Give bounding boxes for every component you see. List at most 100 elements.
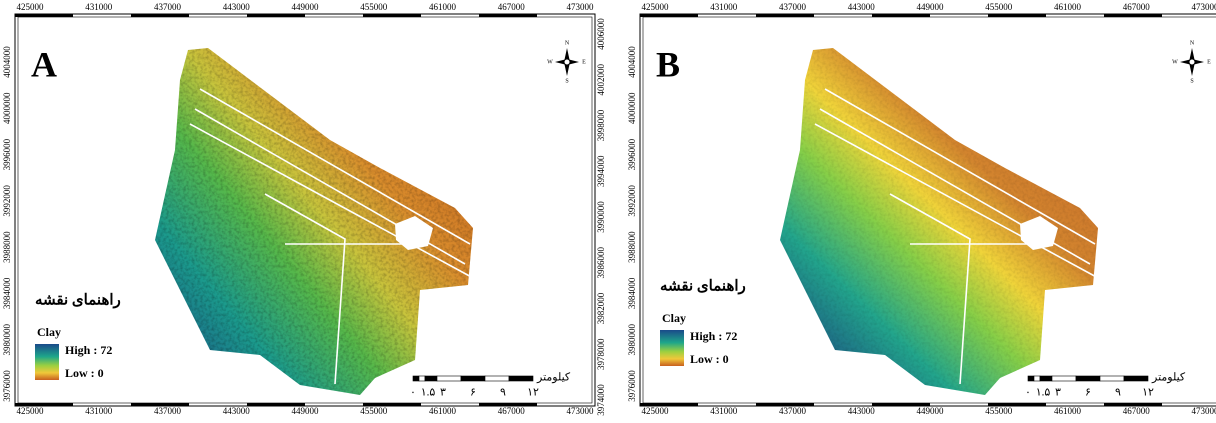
scale-unit: کیلومتر: [536, 372, 571, 384]
x-tick-label: 449000: [917, 2, 945, 12]
x-tick-label: 455000: [985, 406, 1013, 416]
scale-bar-segment: [1075, 375, 1101, 382]
y-tick-label: 3992000: [627, 185, 637, 217]
x-tick-label: 437000: [154, 406, 182, 416]
x-tick-label: 443000: [223, 406, 251, 416]
legend-low: Low : 0: [690, 352, 729, 366]
road: [189, 123, 476, 280]
frame-segment: [247, 403, 305, 406]
north-arrow: N S E W: [1172, 40, 1211, 84]
y-tick-label: 3990000: [596, 201, 606, 233]
scale-label: ۶: [470, 387, 476, 399]
road: [199, 88, 471, 245]
scale-bar-segment: [1027, 375, 1035, 382]
y-tick-label: 3988000: [2, 231, 12, 263]
scale-label: ۱.۵: [421, 387, 436, 399]
legend-title: راهنمای نقشه: [35, 292, 121, 308]
legend-title: راهنمای نقشه: [660, 278, 746, 294]
x-tick-label: 461000: [429, 406, 457, 416]
panel-label: A: [31, 44, 57, 84]
frame-segment: [131, 14, 189, 17]
x-tick-label: 443000: [223, 2, 251, 12]
scale-label: ۱.۵: [1036, 387, 1051, 399]
y-tick-label: 3996000: [627, 138, 637, 170]
x-tick-label: 455000: [985, 2, 1013, 12]
x-tick-label: 443000: [848, 406, 876, 416]
scale-bar-segment: [1099, 375, 1125, 382]
frame-segment: [756, 14, 814, 17]
x-tick-label: 431000: [710, 2, 738, 12]
frame-segment: [988, 14, 1046, 17]
frame-segment: [988, 403, 1046, 406]
y-tick-label: 3976000: [627, 370, 637, 402]
frame-segment: [247, 14, 305, 17]
scale-bar-segment: [508, 375, 534, 382]
legend-low: Low : 0: [65, 366, 104, 380]
scale-bar-segment: [1123, 375, 1149, 382]
road: [814, 123, 1101, 280]
frame-segment: [479, 403, 537, 406]
legend-high: High : 72: [690, 329, 737, 343]
y-tick-label: 3984000: [627, 277, 637, 309]
scale-bar-segment: [1051, 375, 1077, 382]
y-tick-label: 3986000: [596, 247, 606, 279]
scale-label: ۹: [500, 387, 506, 399]
y-tick-label: 3992000: [2, 185, 12, 217]
legend-variable: Clay: [662, 311, 686, 325]
legend-ramp: [660, 330, 684, 366]
y-tick-label: 3984000: [2, 277, 12, 309]
x-tick-label: 455000: [360, 2, 388, 12]
panel-label: B: [656, 44, 680, 84]
y-tick-label: 3988000: [627, 231, 637, 263]
south-label: S: [1190, 78, 1193, 84]
x-tick-label: 449000: [292, 406, 320, 416]
urban-area: [1020, 216, 1058, 250]
x-tick-label: 467000: [498, 406, 526, 416]
frame-segment: [756, 403, 814, 406]
y-tick-label: 3980000: [2, 323, 12, 355]
north-label: N: [565, 40, 570, 46]
scale-label: ۱۲: [1142, 387, 1154, 399]
scale-label: ۹: [1115, 387, 1121, 399]
x-tick-label: 473000: [567, 2, 595, 12]
x-tick-label: 425000: [642, 2, 670, 12]
north-arrow: N S E W: [547, 40, 586, 84]
x-tick-label: 437000: [779, 2, 807, 12]
south-label: S: [565, 78, 568, 84]
x-tick-label: 461000: [1054, 406, 1082, 416]
frame-segment: [640, 403, 698, 406]
frame-segment: [479, 14, 537, 17]
scale-label: ٠: [1025, 387, 1031, 399]
frame-segment: [363, 403, 421, 406]
x-tick-label: 437000: [154, 2, 182, 12]
road: [889, 193, 971, 385]
x-tick-label: 473000: [1192, 2, 1216, 12]
map-panel: B 425000 425000 431000 431000 437000 437000 443…: [627, 2, 1216, 416]
scale-unit: کیلومتر: [1151, 372, 1186, 384]
arrow-center: [563, 58, 571, 66]
x-tick-label: 437000: [779, 406, 807, 416]
scale-label: ۶: [1085, 387, 1091, 399]
x-tick-label: 449000: [292, 2, 320, 12]
map-panel: A 425000 425000 431000 431000 437000 437000 443…: [2, 2, 606, 416]
x-tick-label: 431000: [85, 406, 113, 416]
scale-bar-segment: [460, 375, 486, 382]
urban-area: [395, 216, 433, 250]
east-label: E: [582, 59, 586, 65]
y-tick-label: 4000000: [2, 92, 12, 124]
scale-label: ۳: [1055, 387, 1061, 399]
frame-segment: [363, 14, 421, 17]
y-tick-label: 3996000: [2, 138, 12, 170]
x-tick-label: 461000: [429, 2, 457, 12]
x-tick-label: 425000: [642, 406, 670, 416]
x-tick-label: 467000: [1123, 2, 1151, 12]
x-tick-label: 431000: [710, 406, 738, 416]
y-tick-label: 3976000: [2, 370, 12, 402]
legend-high: High : 72: [65, 343, 112, 357]
scale-bar-segment: [418, 375, 426, 382]
scale-label: ۱۲: [527, 387, 539, 399]
scale-label: ٠: [410, 387, 416, 399]
scale-bar-segment: [412, 375, 420, 382]
x-tick-label: 461000: [1054, 2, 1082, 12]
